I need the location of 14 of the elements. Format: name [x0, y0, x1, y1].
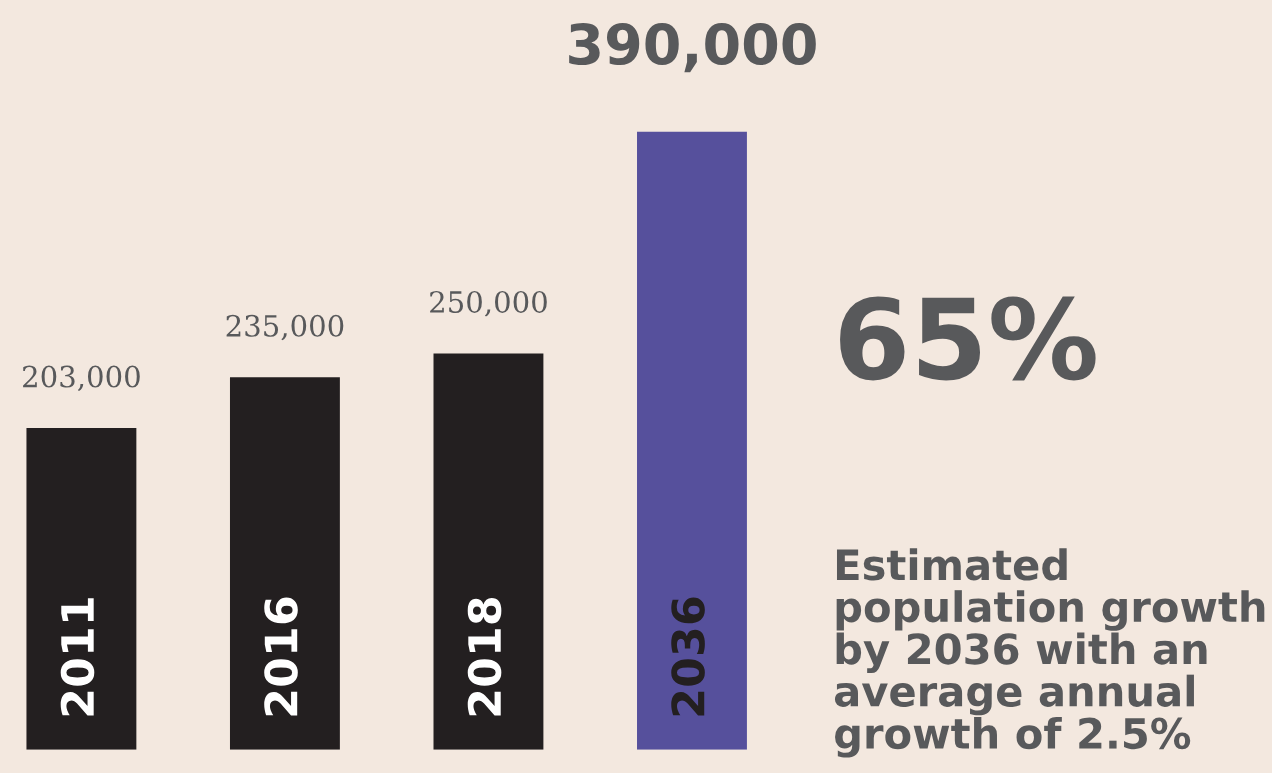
- bar: [637, 131, 747, 750]
- data-label: 390,000: [569, 23, 816, 73]
- bar: [433, 353, 544, 750]
- data-label: 203,000: [23, 365, 140, 392]
- x-tick-label: 2036: [671, 597, 705, 716]
- text: Estimated population growth by 2036 with an average annual growth of 2.5%: [834, 548, 1265, 758]
- bar: [229, 377, 340, 750]
- x-tick-label: 2011: [60, 598, 95, 716]
- bar: [26, 427, 137, 750]
- x-tick-label: 2018: [467, 597, 502, 716]
- data-label: 235,000: [226, 314, 344, 341]
- text: 65%: [840, 296, 1096, 381]
- data-label: 250,000: [430, 290, 547, 317]
- x-tick-label: 2016: [264, 597, 298, 716]
